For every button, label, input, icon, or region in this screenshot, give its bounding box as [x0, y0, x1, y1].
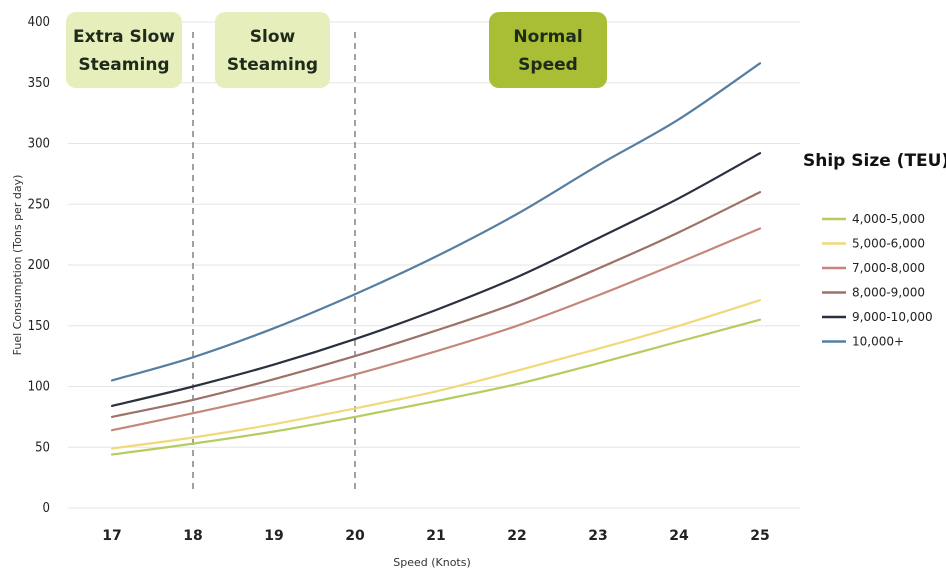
- y-tick-label: 0: [43, 501, 50, 516]
- legend-label: 10,000+: [852, 335, 904, 349]
- x-tick-label: 18: [183, 528, 202, 544]
- y-tick-label: 300: [28, 137, 50, 152]
- x-axis-title: Speed (Knots): [393, 556, 471, 569]
- y-axis-title: Fuel Consumption (Tons per day): [11, 175, 24, 356]
- legend-label: 8,000-9,000: [852, 286, 925, 300]
- zone-box: [66, 12, 182, 88]
- x-tick-label: 21: [426, 528, 445, 544]
- x-tick-label: 24: [669, 528, 689, 544]
- x-tick-label: 17: [102, 528, 121, 544]
- legend-label: 4,000-5,000: [852, 212, 925, 226]
- zone-label: Steaming: [78, 55, 169, 75]
- y-tick-label: 200: [28, 258, 50, 273]
- x-tick-label: 22: [507, 528, 526, 544]
- x-tick-label: 25: [750, 528, 769, 544]
- series-line: [110, 152, 762, 407]
- y-tick-label: 50: [35, 440, 50, 455]
- legend-label: 9,000-10,000: [852, 310, 933, 324]
- zone-box: [489, 12, 607, 88]
- legend-label: 7,000-8,000: [852, 261, 925, 275]
- zone-label: Extra Slow: [73, 27, 175, 47]
- series-line: [110, 62, 762, 382]
- x-tick-label: 23: [588, 528, 607, 544]
- x-tick-label: 19: [264, 528, 283, 544]
- series-line: [110, 299, 762, 450]
- legend-label: 5,000-6,000: [852, 237, 925, 251]
- zone-label: Steaming: [227, 55, 318, 75]
- y-tick-label: 400: [28, 15, 50, 30]
- y-tick-label: 350: [28, 76, 50, 91]
- zone-label: Slow: [250, 27, 296, 47]
- zone-label: Normal: [513, 27, 582, 47]
- zone-label: Speed: [518, 55, 578, 75]
- series-line: [110, 227, 762, 432]
- y-tick-label: 150: [28, 319, 50, 334]
- series-line: [110, 318, 762, 456]
- series-line: [110, 191, 762, 418]
- x-tick-label: 20: [345, 528, 365, 544]
- legend-title: Ship Size (TEU): [803, 151, 946, 171]
- y-tick-label: 250: [28, 197, 50, 212]
- zone-box: [215, 12, 330, 88]
- y-tick-label: 100: [28, 380, 50, 395]
